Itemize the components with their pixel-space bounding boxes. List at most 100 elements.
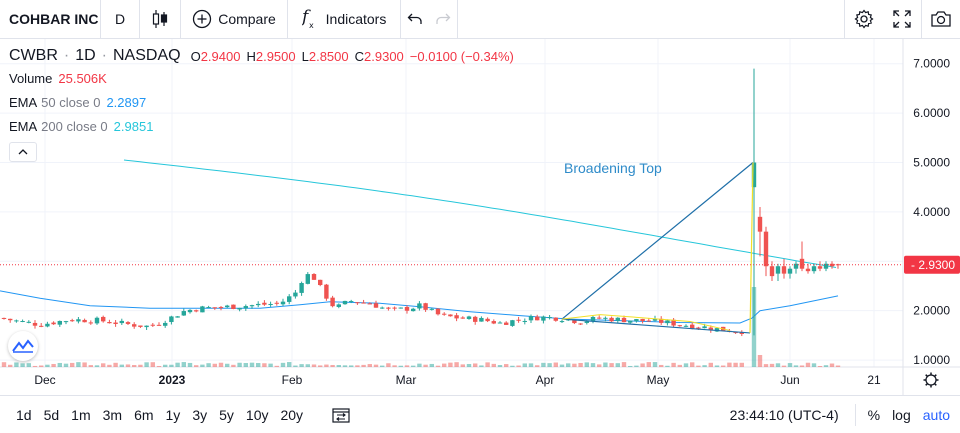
candle[interactable]	[775, 266, 781, 274]
candle[interactable]	[125, 322, 131, 324]
candle[interactable]	[751, 162, 757, 188]
candle[interactable]	[293, 292, 298, 297]
candle[interactable]	[51, 322, 56, 325]
candle[interactable]	[640, 318, 645, 322]
candle[interactable]	[823, 263, 829, 269]
candle[interactable]	[628, 320, 633, 323]
candle[interactable]	[590, 316, 596, 322]
candle[interactable]	[32, 322, 38, 326]
legend-collapse-button[interactable]	[9, 142, 37, 162]
range-5d[interactable]: 5d	[43, 406, 60, 423]
candle[interactable]	[181, 311, 186, 316]
tradingview-logo[interactable]	[8, 331, 38, 361]
candle[interactable]	[811, 266, 817, 272]
candle[interactable]	[787, 268, 793, 274]
candle[interactable]	[355, 302, 360, 304]
candle[interactable]	[763, 231, 769, 267]
candle[interactable]	[274, 302, 279, 304]
candle[interactable]	[70, 320, 75, 322]
candle[interactable]	[597, 317, 602, 319]
candle[interactable]	[659, 318, 664, 323]
candle[interactable]	[305, 274, 310, 284]
chart-type-button[interactable]	[140, 0, 180, 39]
candle[interactable]	[615, 317, 620, 321]
undo-button[interactable]	[401, 0, 429, 39]
candle[interactable]	[156, 324, 162, 326]
candle[interactable]	[417, 303, 422, 309]
candle[interactable]	[665, 320, 670, 324]
candle[interactable]	[88, 322, 93, 324]
candle[interactable]	[652, 318, 658, 321]
candle[interactable]	[175, 316, 180, 318]
candle[interactable]	[237, 307, 242, 310]
candle[interactable]	[466, 316, 472, 319]
candle[interactable]	[733, 332, 738, 334]
candle[interactable]	[454, 315, 459, 319]
axis-settings-icon[interactable]	[923, 372, 939, 388]
candle[interactable]	[671, 319, 676, 326]
candle[interactable]	[442, 313, 447, 315]
candle[interactable]	[553, 317, 558, 321]
candle[interactable]	[39, 325, 44, 327]
candle[interactable]	[336, 304, 341, 307]
candle[interactable]	[411, 308, 416, 312]
trend-line-lower[interactable]	[561, 318, 751, 334]
candle[interactable]	[101, 316, 106, 322]
candle[interactable]	[225, 305, 230, 308]
candle[interactable]	[26, 321, 31, 323]
compare-button[interactable]: Compare	[181, 0, 287, 39]
redo-button[interactable]	[429, 0, 457, 39]
candle[interactable]	[479, 317, 484, 322]
candle[interactable]	[435, 308, 441, 315]
candle[interactable]	[690, 324, 695, 329]
range-6m[interactable]: 6m	[134, 406, 154, 423]
candle[interactable]	[163, 322, 168, 326]
candle[interactable]	[1, 317, 7, 319]
candle[interactable]	[299, 283, 304, 293]
candle[interactable]	[280, 301, 286, 305]
chart-background[interactable]	[0, 39, 960, 395]
candle[interactable]	[714, 328, 720, 332]
auto-toggle[interactable]: auto	[922, 407, 950, 423]
candle[interactable]	[757, 216, 763, 232]
range-1y[interactable]: 1y	[165, 406, 181, 423]
candle[interactable]	[63, 321, 69, 323]
candle[interactable]	[324, 284, 329, 299]
candle[interactable]	[119, 320, 124, 324]
candle[interactable]	[268, 303, 273, 305]
candle[interactable]	[702, 326, 707, 329]
candle[interactable]	[646, 320, 651, 322]
candle[interactable]	[609, 317, 614, 322]
candle[interactable]	[683, 325, 689, 327]
settings-button[interactable]	[845, 0, 883, 39]
candle[interactable]	[76, 319, 81, 322]
chart-area[interactable]: 7.00006.00005.00004.00003.00002.00001.00…	[0, 39, 960, 395]
candle[interactable]	[708, 327, 713, 331]
candle[interactable]	[144, 325, 149, 328]
candle[interactable]	[460, 317, 465, 319]
candle[interactable]	[373, 303, 379, 308]
candle[interactable]	[603, 317, 608, 319]
candle[interactable]	[57, 320, 62, 325]
candle[interactable]	[541, 316, 546, 321]
candle[interactable]	[107, 322, 112, 324]
candle[interactable]	[739, 332, 744, 335]
candle[interactable]	[349, 301, 354, 303]
snapshot-button[interactable]	[922, 0, 960, 39]
candle[interactable]	[45, 323, 50, 327]
candle[interactable]	[584, 321, 589, 323]
candle[interactable]	[318, 279, 323, 286]
candle[interactable]	[82, 319, 87, 323]
candle[interactable]	[138, 325, 143, 327]
candle[interactable]	[404, 307, 410, 311]
candle[interactable]	[516, 319, 521, 321]
candle[interactable]	[696, 327, 701, 329]
percent-toggle[interactable]: %	[867, 407, 881, 423]
candle[interactable]	[386, 307, 391, 309]
candle[interactable]	[535, 316, 540, 321]
candle[interactable]	[423, 303, 428, 310]
candle[interactable]	[194, 310, 199, 312]
candle[interactable]	[799, 258, 805, 269]
price-chart[interactable]: 7.00006.00005.00004.00003.00002.00001.00…	[0, 39, 960, 395]
candle[interactable]	[206, 307, 211, 309]
